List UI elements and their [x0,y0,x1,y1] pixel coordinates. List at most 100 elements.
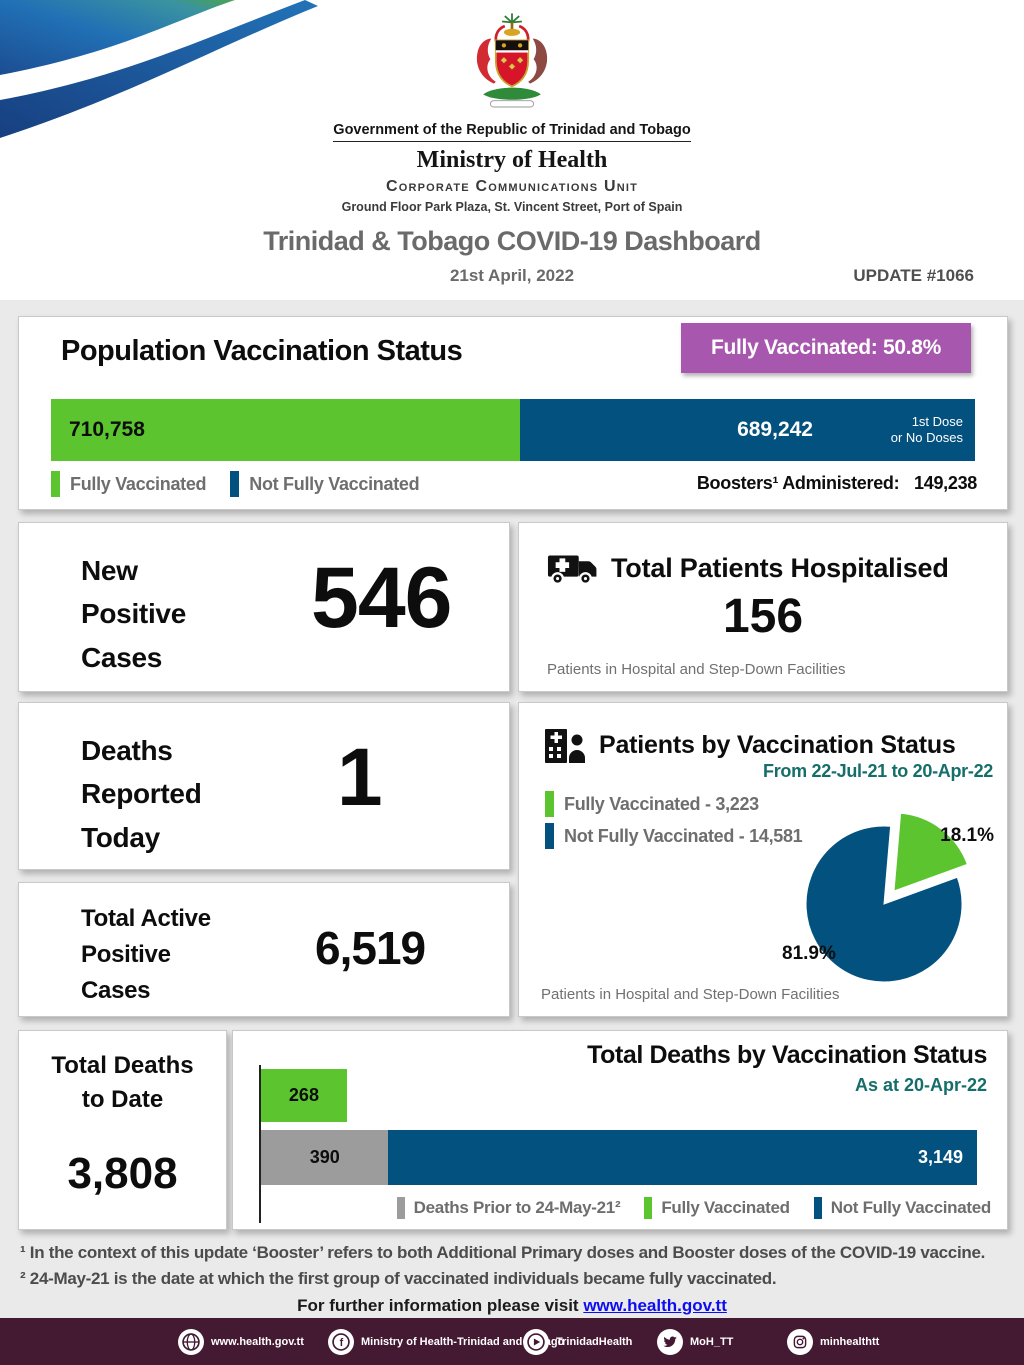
facebook-icon: f [328,1328,354,1355]
bar-segment-not-fully-vaccinated: 3,149 [388,1130,977,1185]
population-bar-legend: Fully Vaccinated Not Fully Vaccinated [51,471,420,497]
pie-slice-not-fully [805,825,963,983]
footer-instagram[interactable]: minhealthtt [787,1318,879,1365]
deaths-chart-legend: Deaths Prior to 24-May-21² Fully Vaccina… [396,1197,992,1219]
population-vaccination-card: Population Vaccination Status Fully Vacc… [18,316,1008,510]
total-deaths-value: 3,808 [67,1149,178,1198]
total-deaths-label-line2: to Date [81,1085,164,1113]
dose-note-line2: or No Doses [890,430,963,445]
pie-slice-fully [893,812,968,892]
patients-legend: Fully Vaccinated - 3,223 Not Fully Vacci… [545,791,803,849]
legend-label-not-fully: Not Fully Vaccinated [830,1198,992,1217]
youtube-icon [523,1328,549,1355]
deaths-chart-subtitle: As at 20-Apr-22 [854,1075,987,1095]
deaths-today-card: Deaths Reported Today 1 [18,702,510,870]
dose-note: 1st Dose or No Doses [855,414,975,445]
legend-marker-not-fully [545,823,554,849]
new-positive-cases-card: New Positive Cases 546 [18,522,510,692]
communications-unit: Corporate Communications Unit [385,178,639,195]
boosters-label: Boosters¹ Administered: [696,473,900,493]
deaths-today-label: Deaths Reported Today [81,729,202,859]
legend-label-prior-deaths: Deaths Prior to 24-May-21² [413,1198,621,1217]
government-line: Government of the Republic of Trinidad a… [333,122,691,142]
fully-vaccinated-segment: 710,758 [51,399,521,461]
deaths-by-status-card: Total Deaths by Vaccination Status As at… [232,1030,1008,1230]
new-cases-label-line2: Positive [81,598,186,630]
patients-by-status-card: Patients by Vaccination Status From 22-J… [518,702,1008,1017]
legend-marker-not-fully [230,471,240,497]
info-text: For further information please visit [297,1296,579,1315]
deaths-chart-title: Total Deaths by Vaccination Status [587,1041,987,1069]
bar-value-not-fully: 3,149 [917,1147,963,1167]
footer-twitter-label: MoH_TT [690,1335,734,1348]
ministry-name: Ministry of Health [416,147,608,173]
footer-facebook[interactable]: f Ministry of Health-Trinidad and Tobago [328,1318,564,1365]
legend-marker-not-fully [813,1197,822,1219]
page-title: Trinidad & Tobago COVID-19 Dashboard [263,226,761,256]
total-deaths-label: Total Deaths to Date [19,1049,226,1116]
fully-vaccinated-badge: Fully Vaccinated: 50.8% [681,323,971,373]
health-gov-link[interactable]: www.health.gov.tt [583,1296,727,1315]
legend-item-fully: Fully Vaccinated [644,1197,790,1219]
patients-header: Patients by Vaccination Status [543,725,956,765]
pie-label-fully: 18.1% [940,825,994,846]
bar-value-prior: 390 [309,1147,340,1167]
hospitalised-title: Total Patients Hospitalised [611,552,949,583]
footnotes: ¹ In the context of this update ‘Booster… [20,1240,1010,1293]
footer-youtube-label: TrinidadHealth [556,1335,633,1348]
deaths-today-value: 1 [337,732,383,823]
svg-text:f: f [340,1337,344,1349]
hospitalised-value: 156 [722,590,804,643]
footnote-2: ² 24-May-21 is the date at which the fir… [20,1269,777,1289]
bar-value-fully: 268 [288,1085,319,1105]
patients-caption: Patients in Hospital and Step-Down Facil… [541,986,840,1003]
footer-instagram-label: minhealthtt [820,1335,880,1348]
legend-label-not-fully: Not Fully Vaccinated [249,473,420,494]
active-cases-card: Total Active Positive Cases 6,519 [18,882,510,1017]
swoosh-decoration [0,0,318,138]
patients-pie-chart: 18.1% 81.9% [782,812,994,983]
footer-youtube[interactable]: TrinidadHealth [523,1318,632,1365]
bar-segment-prior-deaths: 390 [261,1130,389,1185]
deaths-today-label-line3: Today [81,821,160,853]
legend-marker-fully [644,1197,653,1219]
new-cases-label-line1: New [81,555,138,586]
deaths-chart-axis-line [259,1065,261,1223]
patients-legend-fully-label: Fully Vaccinated - 3,223 [564,793,759,814]
not-fully-vaccinated-segment: 689,242 1st Dose or No Doses [520,399,975,461]
total-deaths-card: Total Deaths to Date 3,808 [18,1030,227,1230]
footer-twitter[interactable]: MoH_TT [657,1318,733,1365]
legend-marker-fully [51,471,60,497]
deaths-today-label-line1: Deaths [81,735,173,766]
new-cases-label: New Positive Cases [81,549,186,679]
footnote-1: ¹ In the context of this update ‘Booster… [20,1243,986,1262]
total-deaths-label-line1: Total Deaths [51,1052,194,1079]
dose-note-line1: 1st Dose [911,414,963,430]
coat-of-arms [476,13,548,108]
patients-legend-fully: Fully Vaccinated - 3,223 [545,791,802,817]
address-line: Ground Floor Park Plaza, St. Vincent Str… [341,200,683,214]
update-number: UPDATE #1066 [853,266,974,285]
legend-item-prior-deaths: Deaths Prior to 24-May-21² [396,1197,621,1219]
hospitalised-caption: Patients in Hospital and Step-Down Facil… [547,661,846,678]
hospital-person-icon [545,729,585,763]
footer-website[interactable]: www.health.gov.tt [178,1318,304,1365]
active-cases-label: Total Active Positive Cases [81,901,211,1009]
footer-bar: www.health.gov.tt f Ministry of Health-T… [0,1318,1024,1365]
fully-vaccinated-value: 710,758 [69,418,145,441]
pie-label-not-fully: 81.9% [782,943,836,964]
population-stacked-bar: 710,758 689,242 1st Dose or No Doses [51,399,975,461]
legend-marker-fully [545,791,554,817]
legend-label-fully: Fully Vaccinated [70,473,207,494]
deaths-today-label-line2: Reported [81,778,202,810]
bar-segment-fully-vaccinated: 268 [261,1069,347,1122]
report-date: 21st April, 2022 [449,266,575,285]
legend-label-fully: Fully Vaccinated [661,1198,790,1217]
patients-subtitle: From 22-Jul-21 to 20-Apr-22 [763,761,993,781]
hospitalised-header: Total Patients Hospitalised [547,549,949,587]
patients-legend-not-fully: Not Fully Vaccinated - 14,581 [545,823,803,849]
vaccination-title: Population Vaccination Status [61,335,463,367]
active-cases-value: 6,519 [315,922,426,974]
active-cases-label-line1: Total Active [81,905,211,932]
